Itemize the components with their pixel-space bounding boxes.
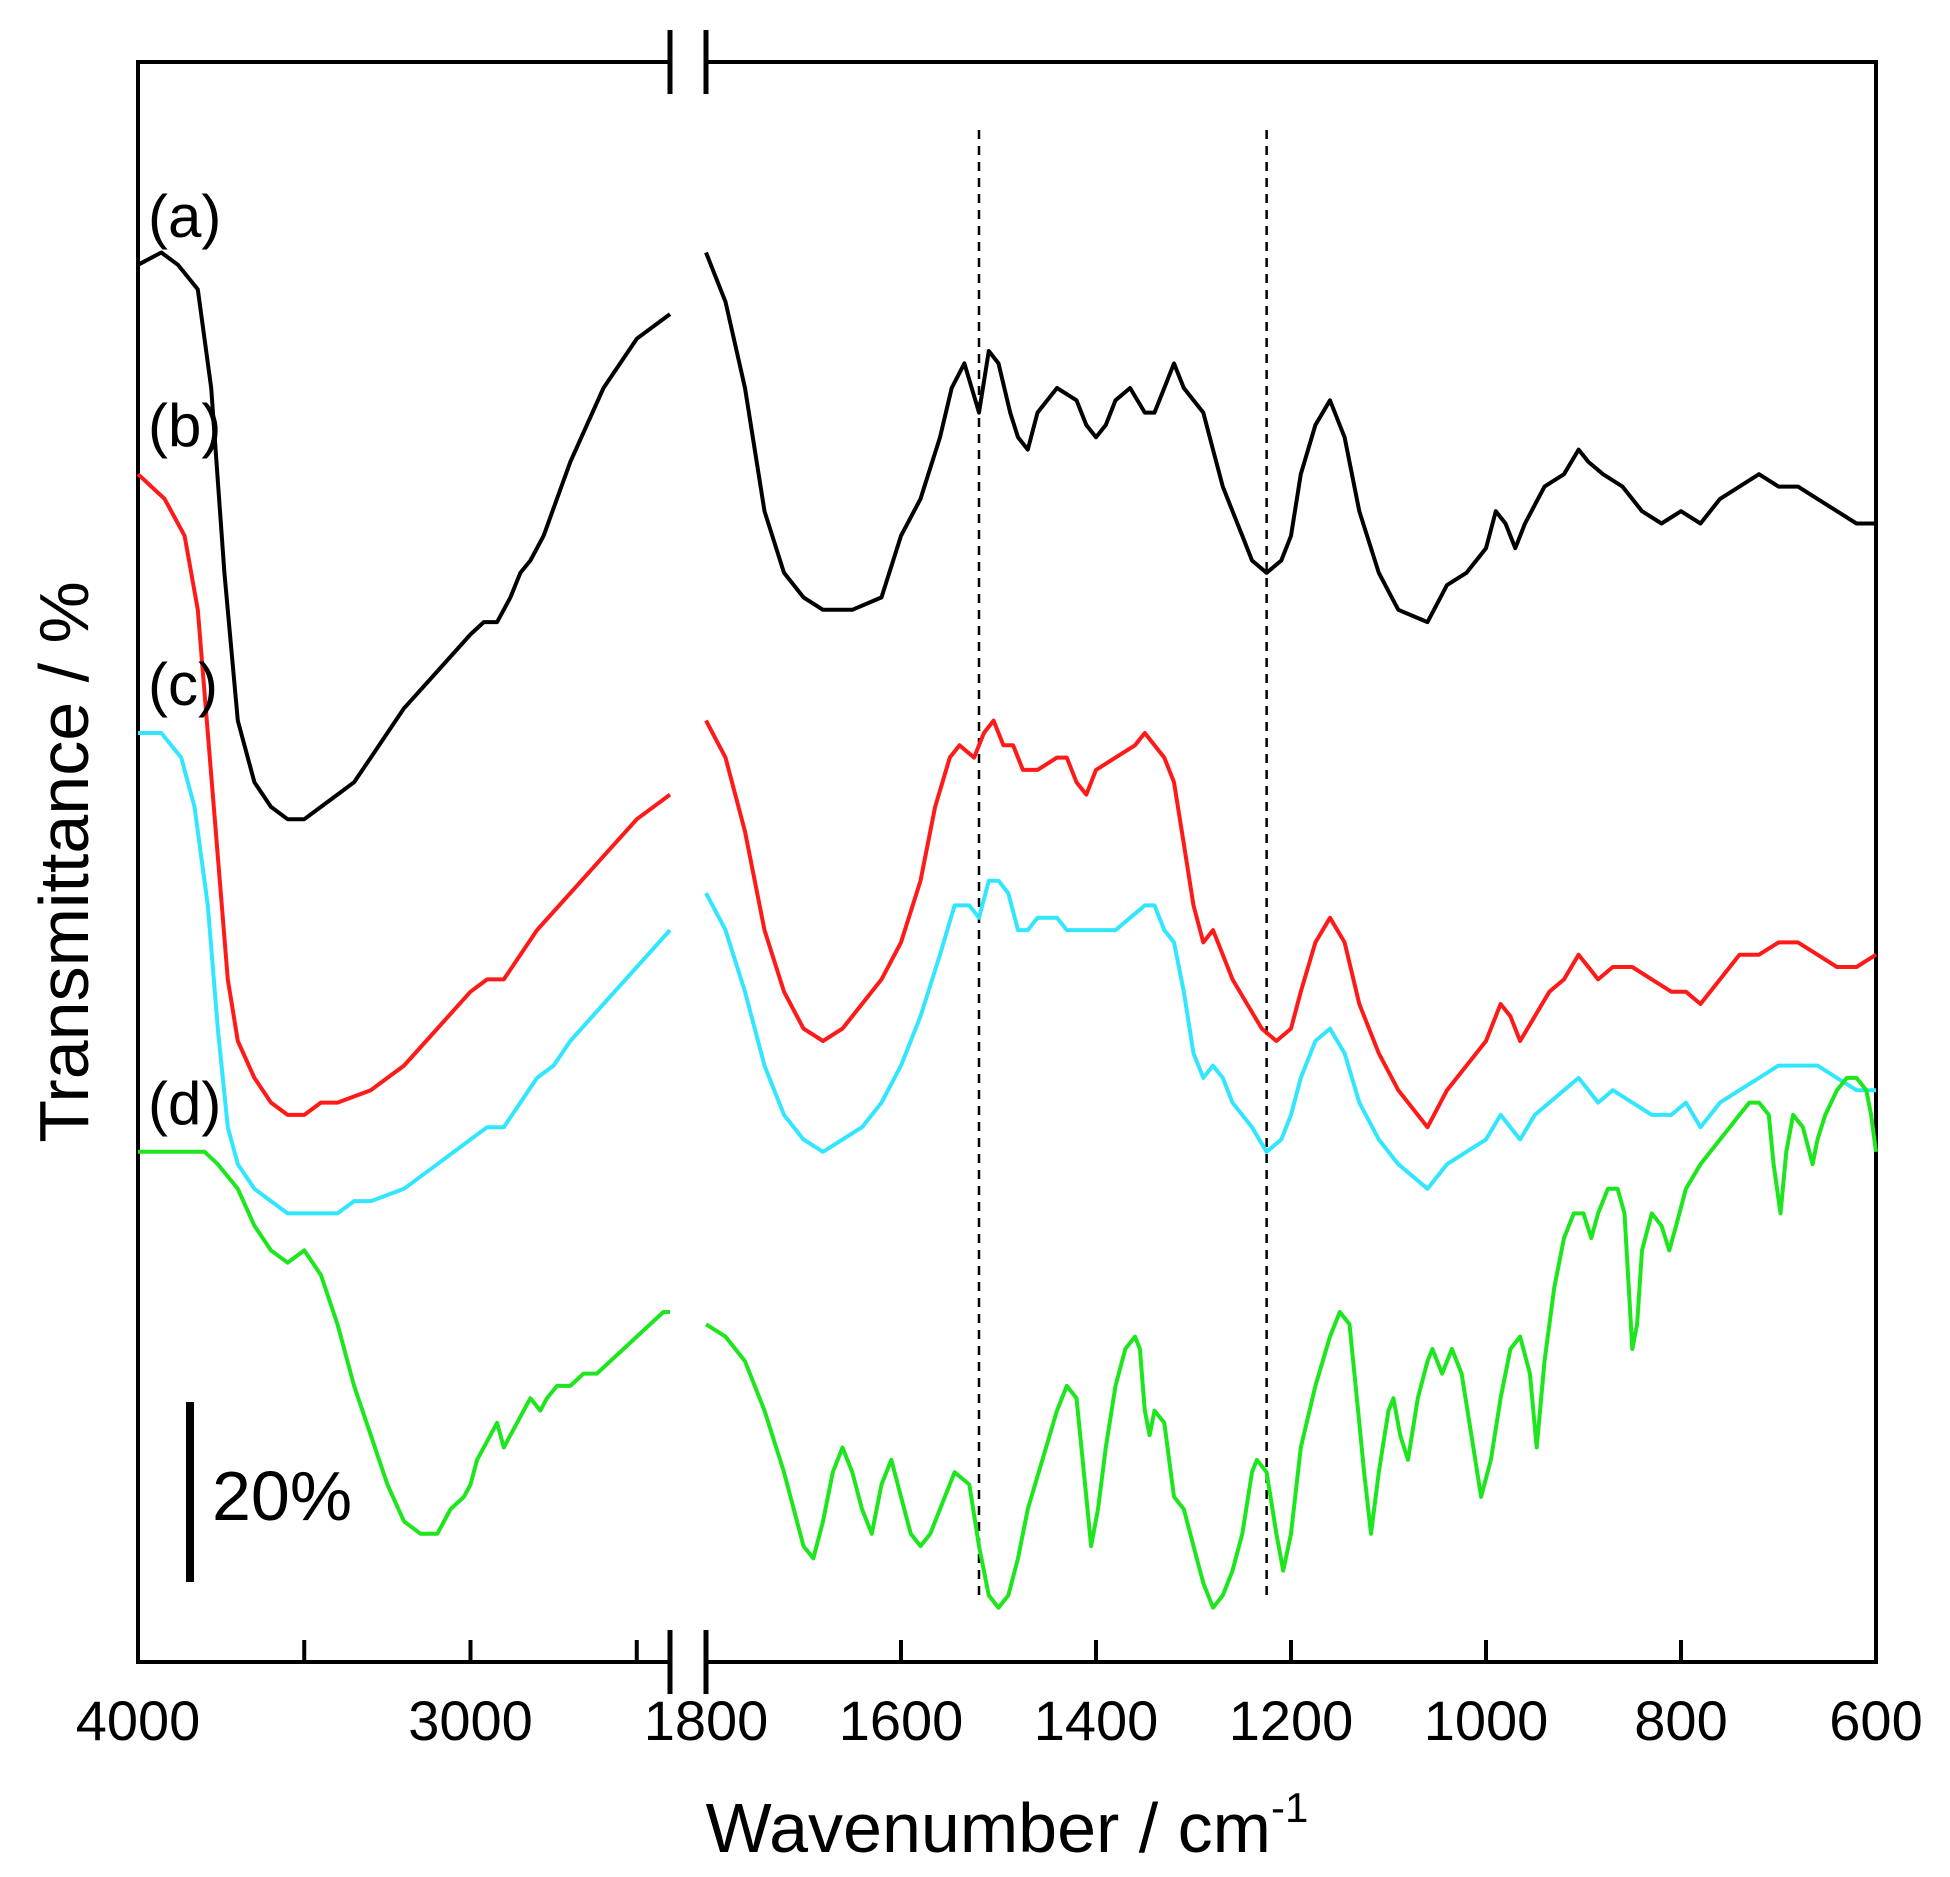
series-label-a: (a) xyxy=(148,183,221,250)
series-label-d: (d) xyxy=(148,1070,221,1137)
scale-bar-label: 20% xyxy=(212,1457,352,1535)
series-label-b: (b) xyxy=(148,392,221,459)
x-tick-label-600: 600 xyxy=(1829,1689,1922,1752)
x-tick-label-1600: 1600 xyxy=(839,1689,964,1752)
series-a-line-segment-2 xyxy=(704,251,1876,625)
axis-break-marks xyxy=(667,30,709,1694)
x-tick-label-3000: 3000 xyxy=(408,1689,533,1752)
series-b-line-segment-1 xyxy=(136,472,672,1117)
spectra-series xyxy=(136,250,1878,1610)
y-axis-title: Transmittance / % xyxy=(25,581,103,1142)
reference-lines xyxy=(977,130,1268,1602)
x-tick-label-1000: 1000 xyxy=(1424,1689,1549,1752)
x-tick-label-1200: 1200 xyxy=(1229,1689,1354,1752)
series-d-line-segment-2 xyxy=(704,1075,1878,1610)
series-c-line-segment-2 xyxy=(704,878,1876,1191)
series-labels: (a) (b) (c) (d) xyxy=(148,183,221,1137)
series-d-line-segment-1 xyxy=(138,1149,670,1536)
x-axis-title-superscript: -1 xyxy=(1271,1784,1308,1831)
series-label-c: (c) xyxy=(148,651,218,718)
x-tick-label-4000: 4000 xyxy=(76,1689,201,1752)
plot-frame xyxy=(136,60,1878,1664)
x-tick-label-800: 800 xyxy=(1634,1689,1727,1752)
scale-bar: 20% xyxy=(186,1402,352,1582)
series-a-line-segment-1 xyxy=(137,250,672,822)
break-gap-bottom xyxy=(672,1656,704,1668)
break-gap-top xyxy=(672,56,704,68)
x-tick-label-1800: 1800 xyxy=(644,1689,769,1752)
x-axis-tick-labels: 4000 3000 1800 1600 1400 1200 1000 800 600 xyxy=(76,1689,1923,1752)
x-axis-title: Wavenumber / cm-1 xyxy=(706,1784,1309,1867)
x-tick-label-1400: 1400 xyxy=(1034,1689,1159,1752)
series-b-line-segment-2 xyxy=(704,718,1878,1130)
x-axis-title-text: Wavenumber / cm xyxy=(706,1789,1271,1867)
x-axis-ticks xyxy=(136,1640,1878,1662)
series-c-line-segment-1 xyxy=(138,731,672,1216)
